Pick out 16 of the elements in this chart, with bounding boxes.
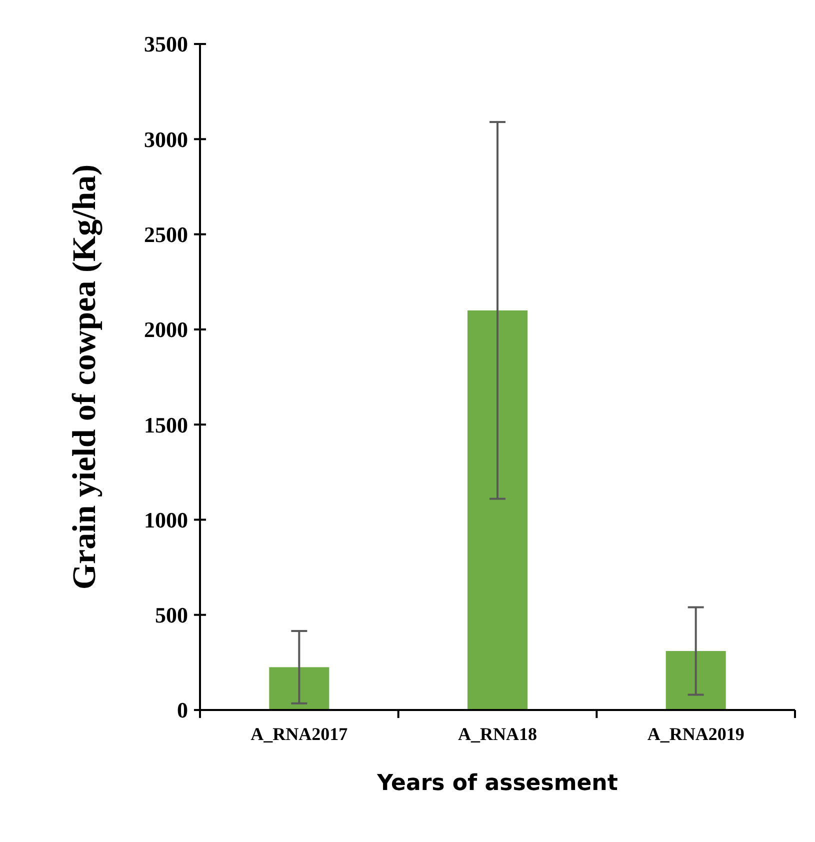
y-tick-label: 2000 xyxy=(144,317,188,342)
x-tick-label: A_RNA18 xyxy=(458,724,537,744)
x-tick-label: A_RNA2019 xyxy=(647,724,744,744)
y-tick-label: 1000 xyxy=(144,507,188,532)
y-tick-label: 500 xyxy=(155,602,188,628)
bar xyxy=(666,651,726,710)
x-axis-title: Years of assesment xyxy=(376,771,618,796)
y-tick-label: 3500 xyxy=(144,32,188,57)
y-tick-label: 0 xyxy=(177,698,188,723)
y-tick-label: 2500 xyxy=(144,222,188,247)
y-axis-title: Grain yield of cowpea (Kg/ha) xyxy=(67,164,103,590)
bar xyxy=(269,667,330,710)
bar xyxy=(468,310,528,710)
y-tick-label: 3000 xyxy=(144,126,188,152)
y-tick-label: 1500 xyxy=(144,412,188,438)
x-tick-label: A_RNA2017 xyxy=(250,724,348,744)
